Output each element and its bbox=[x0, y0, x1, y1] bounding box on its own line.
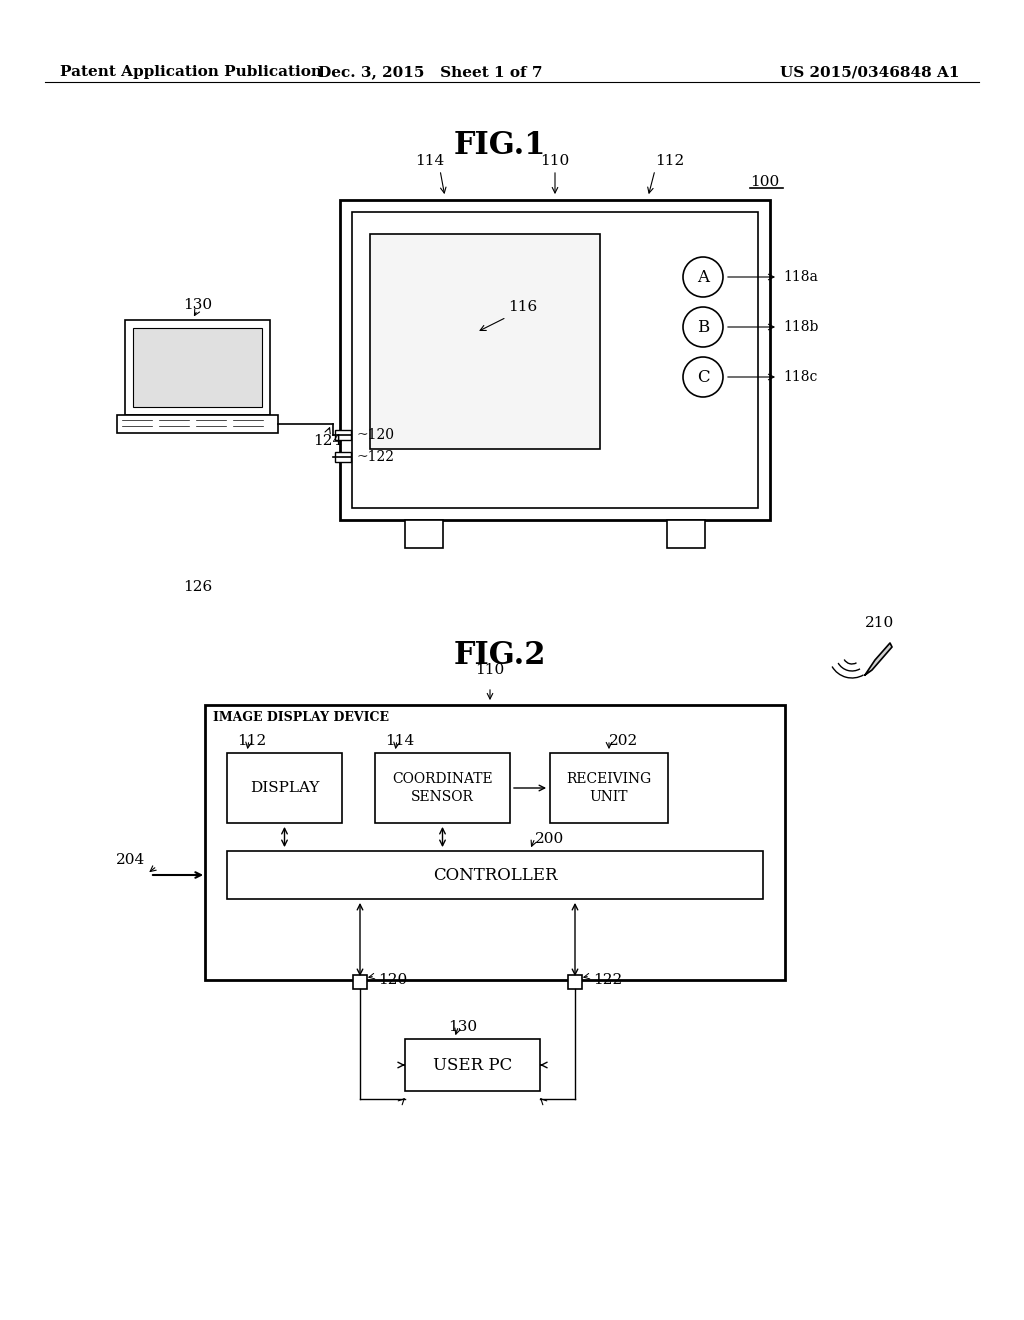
Text: 122: 122 bbox=[593, 973, 623, 987]
Text: 116: 116 bbox=[509, 300, 538, 314]
FancyBboxPatch shape bbox=[340, 201, 770, 520]
Text: ~120: ~120 bbox=[357, 428, 395, 442]
Text: CONTROLLER: CONTROLLER bbox=[433, 866, 557, 883]
Text: 112: 112 bbox=[655, 154, 685, 168]
Text: DISPLAY: DISPLAY bbox=[250, 781, 319, 795]
Text: US 2015/0346848 A1: US 2015/0346848 A1 bbox=[780, 65, 961, 79]
Text: USER PC: USER PC bbox=[433, 1056, 512, 1073]
Text: 200: 200 bbox=[536, 832, 564, 846]
FancyBboxPatch shape bbox=[406, 1039, 540, 1092]
Text: SENSOR: SENSOR bbox=[411, 789, 474, 804]
Text: 204: 204 bbox=[116, 853, 145, 867]
FancyBboxPatch shape bbox=[335, 430, 351, 440]
FancyBboxPatch shape bbox=[667, 520, 705, 548]
Text: 126: 126 bbox=[183, 579, 212, 594]
Text: A: A bbox=[697, 268, 709, 285]
Circle shape bbox=[683, 356, 723, 397]
Text: 210: 210 bbox=[865, 616, 895, 630]
Text: 118c: 118c bbox=[783, 370, 817, 384]
Text: 130: 130 bbox=[183, 298, 212, 312]
FancyBboxPatch shape bbox=[133, 327, 262, 407]
Text: 124: 124 bbox=[313, 434, 343, 447]
Text: C: C bbox=[696, 368, 710, 385]
Text: 118a: 118a bbox=[783, 271, 818, 284]
Text: 118b: 118b bbox=[783, 319, 818, 334]
Text: ~122: ~122 bbox=[357, 450, 395, 465]
Text: UNIT: UNIT bbox=[590, 789, 629, 804]
FancyBboxPatch shape bbox=[370, 234, 600, 449]
FancyBboxPatch shape bbox=[353, 975, 367, 989]
Text: Dec. 3, 2015   Sheet 1 of 7: Dec. 3, 2015 Sheet 1 of 7 bbox=[317, 65, 543, 79]
Text: 120: 120 bbox=[378, 973, 408, 987]
Text: Patent Application Publication: Patent Application Publication bbox=[60, 65, 322, 79]
FancyBboxPatch shape bbox=[335, 451, 351, 462]
FancyBboxPatch shape bbox=[352, 213, 758, 508]
Text: 110: 110 bbox=[541, 154, 569, 168]
Text: IMAGE DISPLAY DEVICE: IMAGE DISPLAY DEVICE bbox=[213, 711, 389, 723]
FancyBboxPatch shape bbox=[568, 975, 582, 989]
Circle shape bbox=[683, 257, 723, 297]
Text: 114: 114 bbox=[416, 154, 444, 168]
FancyBboxPatch shape bbox=[375, 752, 510, 822]
Text: 110: 110 bbox=[475, 663, 505, 677]
Text: RECEIVING: RECEIVING bbox=[566, 772, 651, 785]
Text: 202: 202 bbox=[609, 734, 639, 748]
FancyBboxPatch shape bbox=[227, 851, 763, 899]
Text: B: B bbox=[697, 318, 710, 335]
Circle shape bbox=[683, 308, 723, 347]
Text: FIG.2: FIG.2 bbox=[454, 640, 546, 671]
FancyBboxPatch shape bbox=[550, 752, 668, 822]
Text: 100: 100 bbox=[750, 176, 779, 189]
FancyBboxPatch shape bbox=[205, 705, 785, 979]
FancyBboxPatch shape bbox=[125, 319, 270, 414]
Polygon shape bbox=[865, 643, 892, 675]
Text: COORDINATE: COORDINATE bbox=[392, 772, 493, 785]
Text: 130: 130 bbox=[447, 1020, 477, 1034]
FancyBboxPatch shape bbox=[227, 752, 342, 822]
Text: FIG.1: FIG.1 bbox=[454, 129, 546, 161]
Text: 112: 112 bbox=[238, 734, 266, 748]
FancyBboxPatch shape bbox=[406, 520, 443, 548]
Text: 114: 114 bbox=[385, 734, 415, 748]
FancyBboxPatch shape bbox=[117, 414, 278, 433]
